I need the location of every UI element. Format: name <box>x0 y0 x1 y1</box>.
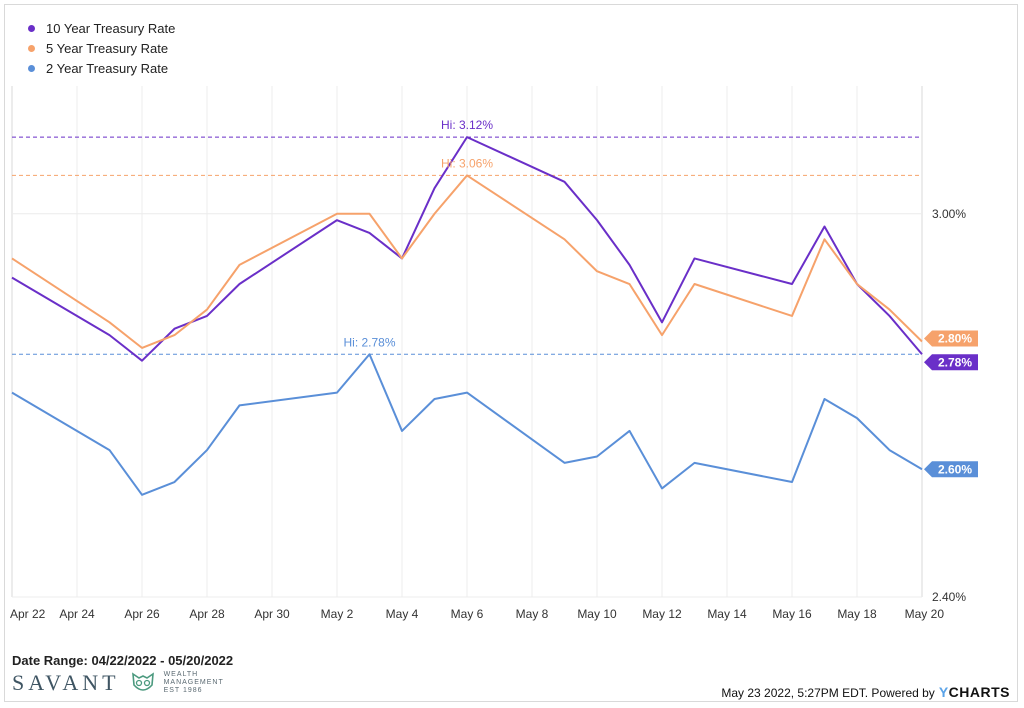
ycharts-y: Y <box>938 684 949 700</box>
date-range: Date Range: 04/22/2022 - 05/20/2022 <box>12 653 234 668</box>
end-value-label: 2.80% <box>938 332 972 346</box>
end-value-label: 2.60% <box>938 462 972 476</box>
x-tick-label: Apr 22 <box>10 607 46 621</box>
legend-marker <box>28 24 35 32</box>
series-lines <box>11 136 923 496</box>
end-value-label: 2.78% <box>938 355 972 369</box>
ycharts-brand[interactable]: YCHARTS <box>939 684 1010 700</box>
x-tick-label: May 20 <box>905 607 945 621</box>
logo-wordmark: SAVANT <box>12 670 120 695</box>
legend-label: 10 Year Treasury Rate <box>46 20 176 36</box>
x-tick-label: May 10 <box>577 607 617 621</box>
owl-logo-icon <box>131 672 154 691</box>
footer-attribution: May 23 2022, 5:27PM EDT. Powered by YCHA… <box>721 684 1010 700</box>
logo-sub-wealth: WEALTH <box>163 671 199 678</box>
legend-item-2-year[interactable]: 2 Year Treasury Rate <box>28 58 175 78</box>
legend: 10 Year Treasury Rate 5 Year Treasury Ra… <box>28 18 175 78</box>
chart-labels: Apr 22 Apr 24 Apr 26 Apr 28 Apr 30 May 2 May 4… <box>10 118 978 621</box>
series-line <box>11 136 923 362</box>
legend-item-10-year[interactable]: 10 Year Treasury Rate <box>28 18 175 38</box>
x-tick-label: May 8 <box>516 607 549 621</box>
logo-subtitle: WEALTH MANAGEMENT EST 1986 <box>164 671 224 695</box>
x-tick-label: Apr 30 <box>254 607 290 621</box>
x-tick-label: May 12 <box>642 607 682 621</box>
end-value-tag <box>924 461 978 478</box>
high-label: Hi: 3.06% <box>441 156 493 170</box>
x-tick-label: Apr 26 <box>124 607 160 621</box>
series-line <box>11 353 923 496</box>
x-tick-label: Apr 28 <box>189 607 225 621</box>
legend-marker <box>28 44 35 52</box>
high-label: Hi: 2.78% <box>343 335 395 349</box>
x-tick-label: May 6 <box>451 607 484 621</box>
legend-marker <box>28 64 35 72</box>
x-tick-label: May 18 <box>837 607 877 621</box>
logo-sub-est: EST 1986 <box>163 687 203 694</box>
chart-frame <box>4 4 1018 702</box>
x-tick-label: May 16 <box>772 607 812 621</box>
y-tick-label: 3.00% <box>932 207 966 221</box>
high-label: Hi: 3.12% <box>441 118 493 132</box>
x-tick-label: May 14 <box>707 607 747 621</box>
legend-item-5-year[interactable]: 5 Year Treasury Rate <box>28 38 175 58</box>
timestamp: May 23 2022, 5:27PM EDT. Powered by <box>721 686 935 700</box>
savant-logo: SAVANT WEALTH MANAGEMENT EST 1986 <box>12 670 224 696</box>
x-tick-label: Apr 24 <box>59 607 95 621</box>
x-tick-label: May 2 <box>321 607 354 621</box>
ycharts-rest: CHARTS <box>948 684 1010 700</box>
series-line <box>11 174 923 349</box>
end-value-tag <box>924 354 978 371</box>
grid-lines <box>11 86 923 598</box>
legend-label: 2 Year Treasury Rate <box>46 60 169 76</box>
y-tick-label: 2.40% <box>932 590 966 604</box>
end-value-tag <box>924 330 978 347</box>
logo-sub-management: MANAGEMENT <box>163 679 224 686</box>
x-tick-label: May 4 <box>386 607 419 621</box>
legend-label: 5 Year Treasury Rate <box>46 40 169 56</box>
